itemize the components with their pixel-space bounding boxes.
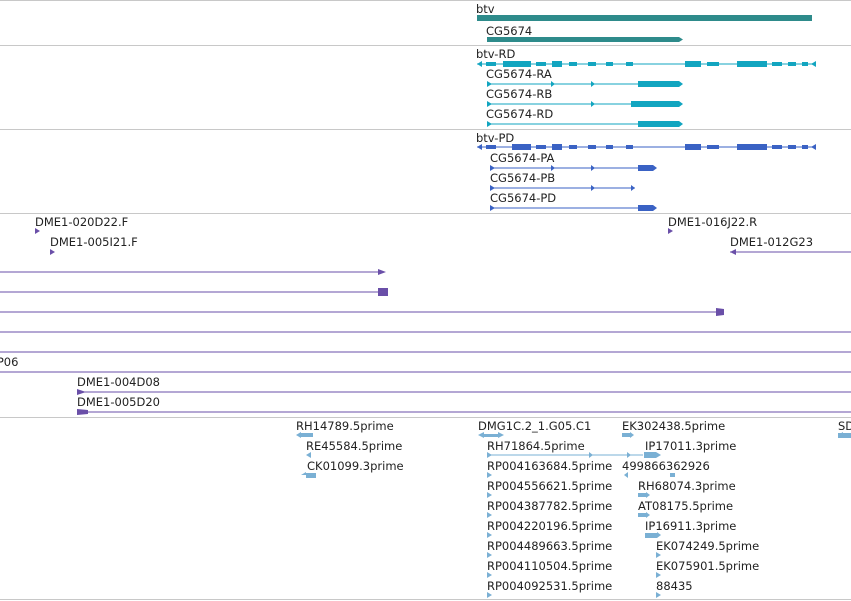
est-label[interactable]: 88435 bbox=[656, 579, 693, 593]
clone-end-feature[interactable] bbox=[730, 249, 851, 255]
est-label[interactable]: RH68074.3prime bbox=[638, 479, 736, 493]
transcript-label-cg5674-ra[interactable]: CG5674-RA bbox=[486, 67, 552, 81]
est-label[interactable]: DMG1C.2_1.G05.C1 bbox=[478, 419, 592, 433]
track-divider bbox=[0, 45, 851, 46]
est-label[interactable]: AT08175.5prime bbox=[638, 499, 734, 513]
clone-end-label[interactable]: DME1-016J22.R bbox=[668, 215, 758, 229]
clone-end-marker[interactable] bbox=[668, 228, 673, 234]
transcript-btv-rd[interactable] bbox=[477, 61, 816, 67]
protein-cg5674-pd[interactable] bbox=[490, 205, 657, 211]
track-divider bbox=[0, 0, 851, 1]
protein-cg5674-pb[interactable] bbox=[490, 185, 635, 191]
clone-alignment[interactable] bbox=[0, 288, 388, 296]
transcript-label-cg5674-rb[interactable]: CG5674-RB bbox=[486, 87, 553, 101]
clone-label[interactable]: DME1-004D08 bbox=[77, 375, 160, 389]
est-label[interactable]: RP004220196.5prime bbox=[487, 519, 613, 533]
transcript-cg5674-rb[interactable] bbox=[487, 101, 683, 107]
clone-alignment[interactable] bbox=[0, 308, 724, 316]
transcript-cg5674-rd[interactable] bbox=[487, 121, 683, 127]
est-label[interactable]: EK075901.5prime bbox=[656, 559, 760, 573]
clone-end-marker[interactable] bbox=[35, 228, 40, 234]
clone-label[interactable]: DP06 bbox=[0, 355, 19, 369]
transcript-label-btv-rd[interactable]: btv-RD bbox=[476, 47, 516, 61]
clone-end-label[interactable]: DME1-005I21.F bbox=[50, 235, 138, 249]
track-divider bbox=[0, 417, 851, 418]
est-label[interactable]: CK01099.3prime bbox=[307, 459, 404, 473]
transcript-label-cg5674-rd[interactable]: CG5674-RD bbox=[486, 107, 554, 121]
est-glyphs[interactable] bbox=[296, 432, 851, 598]
est-label[interactable]: RH14789.5prime bbox=[296, 419, 394, 433]
est-label[interactable]: IP17011.3prime bbox=[645, 439, 737, 453]
clone-alignment[interactable] bbox=[0, 269, 386, 275]
clone-end-marker[interactable] bbox=[50, 249, 55, 255]
protein-label-cg5674-pd[interactable]: CG5674-PD bbox=[490, 191, 557, 205]
est-label[interactable]: RE45584.5prime bbox=[306, 439, 403, 453]
gene-label-cg5674[interactable]: CG5674 bbox=[486, 24, 533, 38]
est-label[interactable]: IP16911.3prime bbox=[645, 519, 737, 533]
transcript-cg5674-ra[interactable] bbox=[487, 81, 683, 87]
gene-label-btv[interactable]: btv bbox=[476, 2, 495, 16]
est-label[interactable]: RP004110504.5prime bbox=[487, 559, 613, 573]
protein-cg5674-pa[interactable] bbox=[490, 165, 657, 171]
clone-dme1-004d08[interactable] bbox=[77, 389, 851, 395]
est-label[interactable]: RP004556621.5prime bbox=[487, 479, 613, 493]
strand-arrow-icon bbox=[679, 37, 683, 42]
est-label[interactable]: EK074249.5prime bbox=[656, 539, 760, 553]
protein-label-cg5674-pa[interactable]: CG5674-PA bbox=[490, 151, 555, 165]
protein-btv-pd[interactable] bbox=[477, 144, 816, 150]
protein-label-btv-pd[interactable]: btv-PD bbox=[476, 131, 515, 145]
est-label[interactable]: RH71864.5prime bbox=[487, 439, 585, 453]
track-divider bbox=[0, 213, 851, 214]
clone-end-label[interactable]: DME1-012G23 bbox=[730, 235, 814, 249]
est-label[interactable]: 499866362926 bbox=[622, 459, 710, 473]
track-divider bbox=[0, 599, 851, 600]
clone-label[interactable]: DME1-005D20 bbox=[77, 395, 160, 409]
clone-end-label[interactable]: DME1-020D22.F bbox=[35, 215, 129, 229]
est-label[interactable]: RP004489663.5prime bbox=[487, 539, 613, 553]
track-divider bbox=[0, 129, 851, 130]
est-label[interactable]: EK302438.5prime bbox=[622, 419, 726, 433]
gene-feature-cg5674[interactable] bbox=[487, 37, 679, 42]
est-label[interactable]: RP004092531.5prime bbox=[487, 579, 613, 593]
est-label[interactable]: RP004163684.5prime bbox=[487, 459, 613, 473]
est-label[interactable]: SD bbox=[838, 419, 851, 433]
gene-feature-btv[interactable] bbox=[477, 15, 812, 21]
est-label[interactable]: RP004387782.5prime bbox=[487, 499, 613, 513]
protein-label-cg5674-pb[interactable]: CG5674-PB bbox=[490, 171, 556, 185]
clone-dme1-005d20[interactable] bbox=[77, 409, 851, 415]
